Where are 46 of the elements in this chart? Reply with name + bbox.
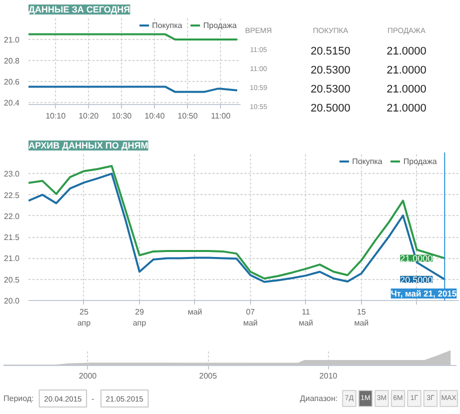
y-tick-label: 20.0 xyxy=(4,296,20,306)
text: Диапазон: xyxy=(300,394,338,403)
y-tick-label: 21.0 xyxy=(4,254,20,264)
x-tick-label: 15 май xyxy=(354,308,369,328)
x-tick-label: 25 апр xyxy=(77,308,92,328)
ref-line-label: Чт, май 21, 2015 xyxy=(390,288,457,298)
y-tick-label: 20.5 xyxy=(4,275,20,284)
text: Период: xyxy=(4,394,34,403)
x-tick-label: 2000 xyxy=(78,372,98,380)
x-tick-label: 29 апр xyxy=(132,308,147,328)
text: 20.5150 xyxy=(310,46,350,58)
text: 21.0000 xyxy=(386,46,426,58)
y-tick-label: 20.4 xyxy=(4,98,20,108)
annotation: 21.0000 xyxy=(400,254,433,264)
legend-label: Продажа xyxy=(403,156,437,166)
text: 20.5300 xyxy=(310,64,350,76)
text: 21.0000 xyxy=(386,64,426,76)
y-tick-label: 22.0 xyxy=(4,212,20,221)
chart-title: ДАННЫЕ ЗА СЕГОДНЯ xyxy=(28,4,130,14)
text: 20.5000 xyxy=(310,102,350,114)
text: 21.0000 xyxy=(386,84,426,96)
x-tick-label: 2010 xyxy=(319,372,338,380)
text: 20.5300 xyxy=(310,84,350,96)
x-tick-label: 11 май xyxy=(298,308,314,328)
y-tick-label: 21.0 xyxy=(4,36,20,45)
y-tick-label: 21.5 xyxy=(4,233,20,242)
legend-label: Покупка xyxy=(152,20,182,30)
x-tick-label: 10:20 xyxy=(78,112,100,120)
x-tick-label: 11:00 xyxy=(210,112,231,120)
x-tick-label: май xyxy=(188,308,202,316)
text: - xyxy=(92,394,95,404)
x-tick-label: 10:50 xyxy=(178,112,198,120)
legend-label: Продажа xyxy=(203,20,237,30)
y-tick-label: 23.0 xyxy=(4,170,20,179)
y-tick-label: 22.5 xyxy=(4,190,20,200)
text: 21.0000 xyxy=(386,102,426,114)
x-tick-label: 10:10 xyxy=(46,112,66,120)
chart-title: АРХИВ ДАННЫХ ПО ДНЯМ xyxy=(28,140,148,150)
x-tick-label: 10:40 xyxy=(144,112,166,120)
legend-label: Покупка xyxy=(352,156,382,166)
y-tick-label: 20.6 xyxy=(4,77,20,86)
x-tick-label: 07 май xyxy=(243,308,258,328)
y-tick-label: 20.8 xyxy=(4,56,20,66)
x-tick-label: 2005 xyxy=(199,372,218,380)
annotation: 20.5000 xyxy=(400,274,433,285)
x-tick-label: 10:30 xyxy=(112,112,132,120)
